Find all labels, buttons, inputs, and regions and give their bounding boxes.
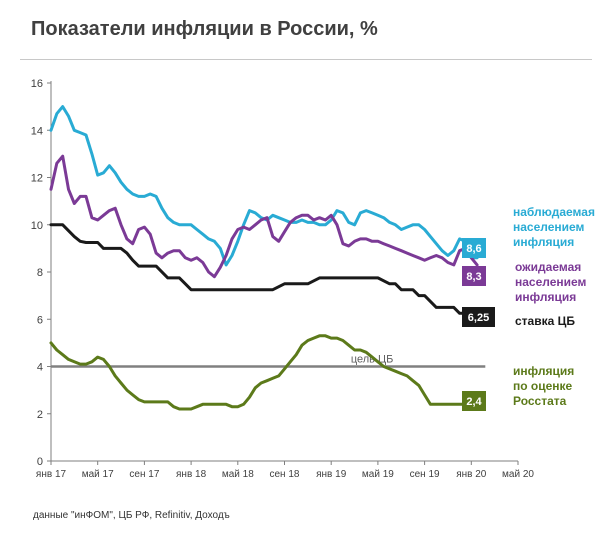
- y-tick-label: 10: [31, 220, 43, 232]
- target-label: цель ЦБ: [351, 354, 394, 366]
- y-tick-label: 16: [31, 78, 43, 90]
- target-layer: цель ЦБ: [51, 354, 486, 368]
- y-axis: 0 2 4 6 8 10 12 14 16: [31, 78, 52, 468]
- x-tick-label: май 19: [362, 469, 394, 480]
- end-value-box-4: [462, 391, 486, 411]
- x-tick-label: янв 18: [176, 469, 207, 480]
- x-tick-label: сен 18: [270, 469, 300, 480]
- end-value-box-1: [462, 238, 486, 258]
- end-value-label-4: 2,4: [466, 396, 482, 408]
- x-tick-label: янв 19: [316, 469, 347, 480]
- series-layer: [49, 105, 479, 411]
- end-value-label-3: 6,25: [468, 312, 489, 324]
- y-tick-label: 8: [37, 267, 43, 279]
- series-label-line: инфляция: [513, 364, 574, 378]
- x-tick-label: май 17: [82, 469, 114, 480]
- series-label-4: инфляция по оценке Росстата: [513, 364, 574, 408]
- series-label-3: ставка ЦБ: [515, 314, 575, 328]
- series-label-line: по оценке: [513, 379, 573, 393]
- x-axis: янв 17 май 17 сен 17 янв 18 май 18 сен 18 янв …: [36, 460, 534, 480]
- series-line-4: [49, 334, 479, 411]
- series-label-line: инфляция: [515, 290, 576, 304]
- end-value-label-2: 8,3: [466, 271, 481, 283]
- series-label-2: ожидаемая населением инфляция: [515, 260, 587, 304]
- x-tick-label: сен 19: [410, 469, 440, 480]
- series-label-line: населением: [513, 220, 585, 234]
- series-line-3: [49, 223, 473, 315]
- series-line-1: [49, 105, 479, 267]
- x-tick-label: май 20: [502, 469, 534, 480]
- series-label-line: ставка ЦБ: [515, 314, 575, 328]
- y-tick-label: 6: [37, 314, 43, 326]
- title-divider: [20, 59, 592, 60]
- series-label-line: наблюдаемая: [513, 205, 595, 219]
- series-label-1: наблюдаемая населением инфляция: [513, 205, 595, 249]
- series-line-2: [49, 154, 479, 279]
- y-tick-label: 14: [31, 125, 43, 137]
- x-tick-label: май 18: [222, 469, 254, 480]
- series-label-line: ожидаемая: [515, 260, 581, 274]
- end-value-label-1: 8,6: [466, 243, 481, 255]
- series-label-line: населением: [515, 275, 587, 289]
- y-tick-label: 12: [31, 173, 43, 185]
- series-label-line: инфляция: [513, 235, 574, 249]
- y-tick-label: 4: [37, 362, 43, 374]
- y-tick-label: 0: [37, 456, 43, 468]
- y-tick-label: 2: [37, 409, 43, 421]
- end-value-box-2: [462, 266, 486, 286]
- series-label-line: Росстата: [513, 394, 567, 408]
- x-tick-label: янв 17: [36, 469, 67, 480]
- chart-title: Показатели инфляции в России, %: [31, 18, 378, 40]
- x-tick-label: янв 20: [456, 469, 487, 480]
- x-tick-label: сен 17: [129, 469, 159, 480]
- source-note: данные "инФОМ", ЦБ РФ, Refinitiv, Доходъ: [33, 510, 230, 521]
- end-value-box-3: [462, 307, 495, 327]
